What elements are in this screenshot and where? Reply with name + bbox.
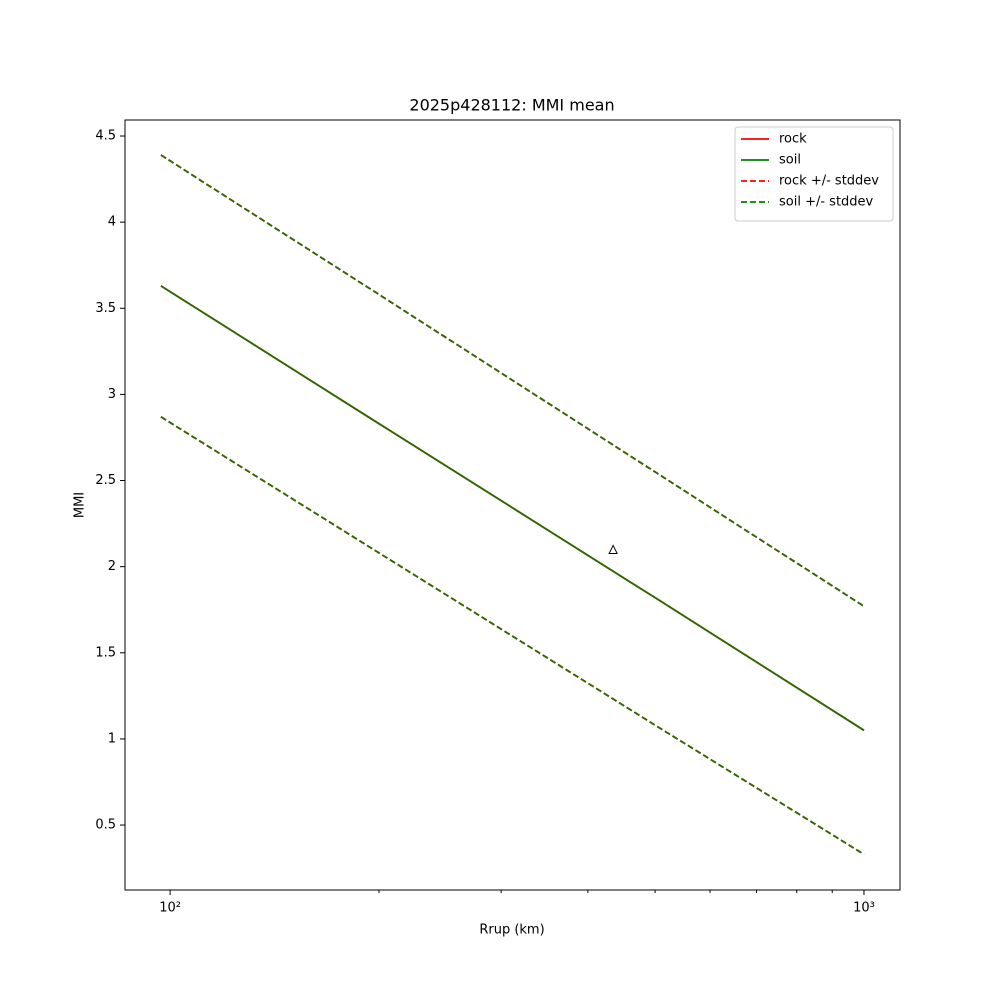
y-tick-label: 4 [108, 215, 116, 230]
y-tick-label: 4.5 [95, 129, 116, 144]
axes-frame [124, 119, 901, 891]
y-tick-label: 3 [108, 387, 116, 402]
legend-label: rock +/- stddev [779, 174, 879, 189]
legend-label: rock [779, 132, 807, 147]
series-line [160, 154, 865, 608]
y-axis-label: MMI [73, 492, 88, 518]
series-line [160, 285, 865, 732]
y-tick-label: 2 [108, 559, 116, 574]
legend-label: soil +/- stddev [779, 195, 874, 210]
x-axis-label: Rrup (km) [479, 923, 544, 938]
y-tick-label: 0.5 [95, 818, 116, 833]
y-tick-label: 3.5 [95, 301, 116, 316]
plot-area [160, 154, 865, 856]
y-tick-label: 2.5 [95, 473, 116, 488]
legend-label: soil [779, 153, 801, 168]
series-line [160, 416, 865, 856]
legend-box [734, 126, 894, 222]
x-tick-label: 10² [159, 901, 181, 916]
x-tick-label: 10³ [853, 901, 875, 916]
y-tick-label: 1.5 [95, 645, 116, 660]
chart-title: 2025p428112: MMI mean [409, 96, 614, 115]
observation-marker [608, 544, 618, 554]
y-tick-label: 1 [108, 731, 116, 746]
